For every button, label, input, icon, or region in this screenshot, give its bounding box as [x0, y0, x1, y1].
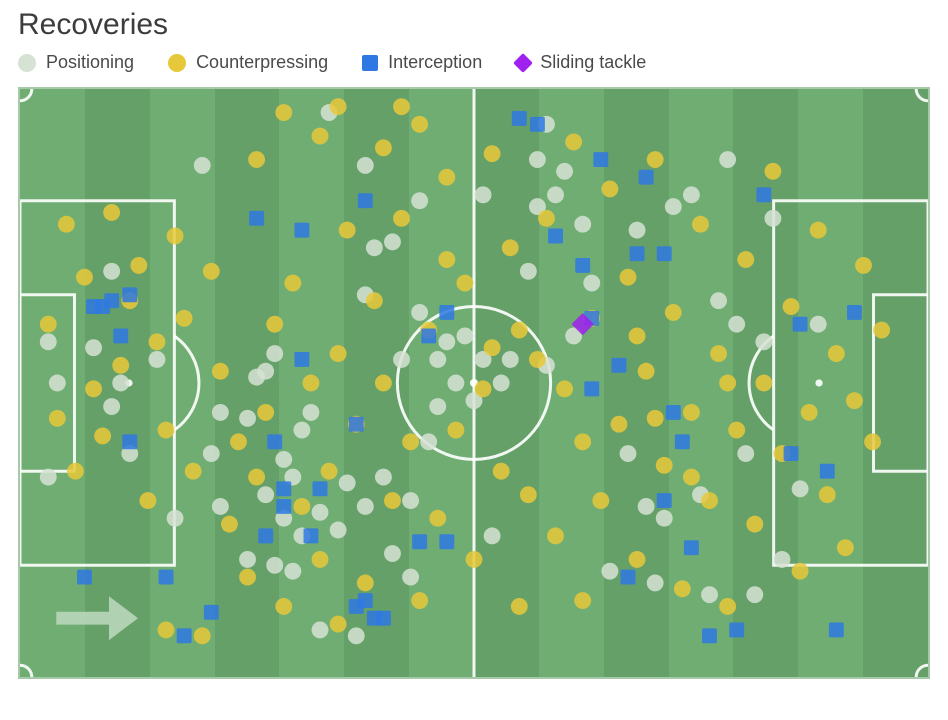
positioning-swatch	[18, 54, 36, 72]
pitch	[18, 87, 930, 679]
legend-item-counterpressing: Counterpressing	[168, 52, 328, 73]
interception-swatch	[362, 55, 378, 71]
chart-title: Recoveries	[18, 8, 930, 42]
legend-label: Interception	[388, 52, 482, 73]
counterpressing-swatch	[168, 54, 186, 72]
legend-label: Sliding tackle	[540, 52, 646, 73]
pitch-lines	[20, 89, 928, 677]
legend-label: Counterpressing	[196, 52, 328, 73]
legend-item-positioning: Positioning	[18, 52, 134, 73]
legend-item-slidingtackle: Sliding tackle	[516, 52, 646, 73]
slidingtackle-swatch	[513, 53, 533, 73]
chart-container: Recoveries Positioning Counterpressing Int…	[0, 0, 948, 697]
legend: Positioning Counterpressing Interception Sl…	[18, 52, 930, 73]
legend-label: Positioning	[46, 52, 134, 73]
legend-item-interception: Interception	[362, 52, 482, 73]
